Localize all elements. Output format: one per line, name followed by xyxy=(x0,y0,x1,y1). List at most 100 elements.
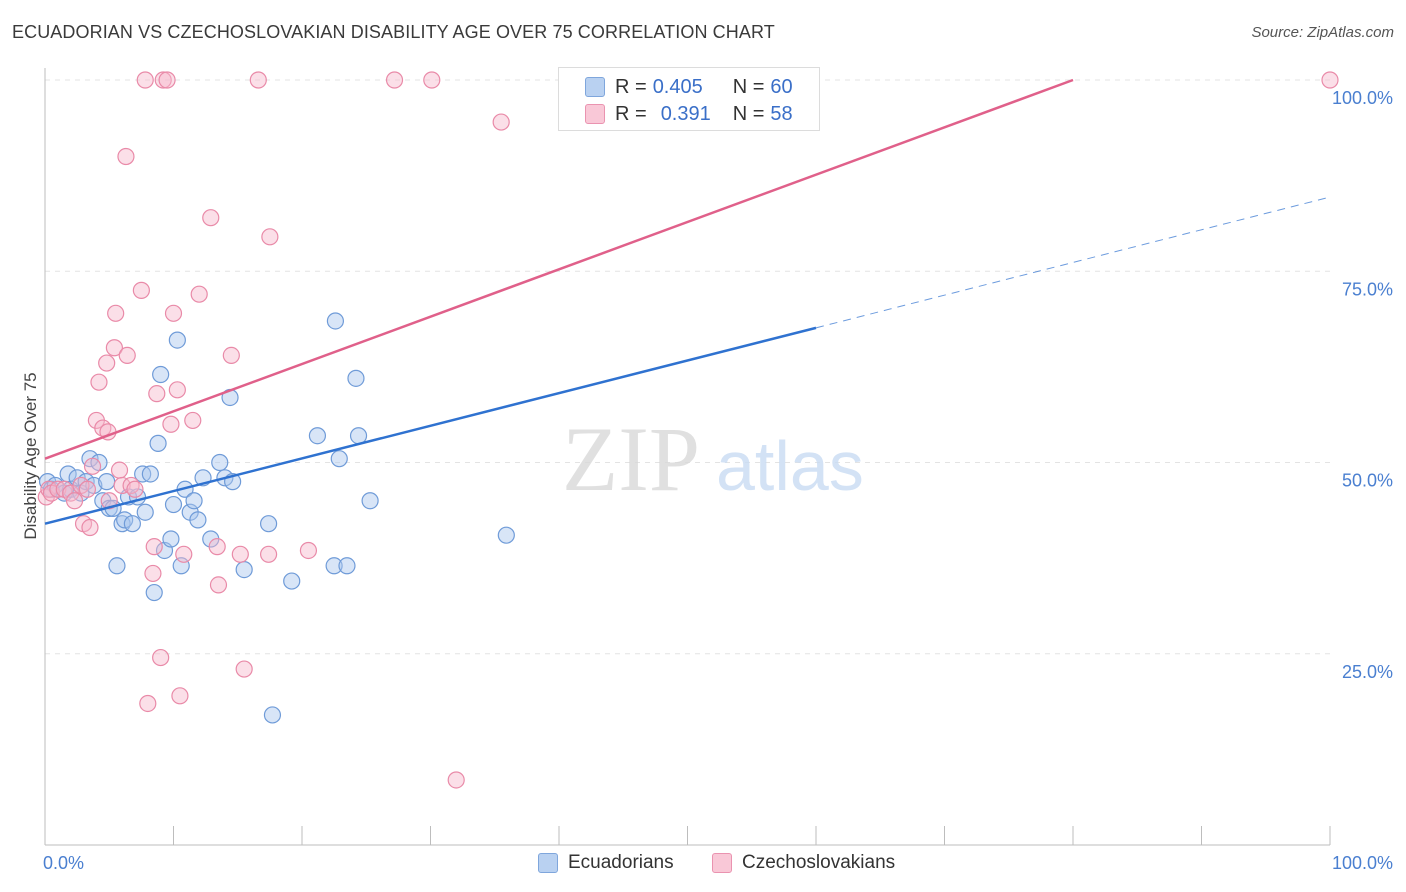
czechoslovakian-point xyxy=(118,346,136,364)
czechoslovakian-point xyxy=(385,71,404,89)
czechoslovakian-point xyxy=(235,660,253,678)
ecuadorian-point xyxy=(123,515,141,533)
czechoslovakian-point xyxy=(100,492,118,510)
czechoslovakian-point xyxy=(202,209,220,227)
ecuadorian-point xyxy=(136,503,154,521)
czechoslovakian-point xyxy=(231,545,249,563)
legend-n-value: 58 xyxy=(770,102,793,125)
czechoslovakian-point xyxy=(139,694,157,713)
gridlines xyxy=(45,79,1330,655)
x-tick-label: 0.0% xyxy=(43,853,84,873)
watermark-zip: ZIP xyxy=(562,408,700,510)
czechoslovakian-point xyxy=(98,354,116,372)
czechoslovakians-points xyxy=(37,71,1339,789)
x-tick-label: 100.0% xyxy=(1332,853,1393,873)
ecuadorian-point xyxy=(185,492,203,510)
czechoslovakian-point xyxy=(259,545,278,563)
legend-n-label: N = xyxy=(732,102,765,125)
source-label: Source: ZipAtlas.com xyxy=(1251,24,1394,41)
czechoslovakian-point xyxy=(105,339,123,357)
y-tick-label: 25.0% xyxy=(1342,662,1393,682)
ecuadorian-point xyxy=(259,515,278,533)
legend-swatch-pink xyxy=(712,853,732,873)
czechoslovakian-point xyxy=(190,285,208,303)
ecuadorian-point xyxy=(149,434,167,452)
czechoslovakian-point xyxy=(171,687,189,705)
ecuadorian-point xyxy=(326,312,345,330)
ecuadorian-point xyxy=(325,557,343,575)
czechoslovakian-point xyxy=(447,771,465,789)
legend-n-label: N = xyxy=(732,75,765,98)
czechoslovakian-point xyxy=(81,518,99,537)
czechoslovakian-point xyxy=(154,71,172,89)
czechoslovakian-point xyxy=(78,480,97,498)
ecuadorian-point xyxy=(263,706,282,724)
czechoslovakians-trend-line xyxy=(44,78,1074,460)
ecuadorian-point xyxy=(141,465,159,483)
czechoslovakian-point xyxy=(136,71,154,89)
legend-item-czechoslovakians: Czechoslovakians xyxy=(712,852,895,874)
y-tick-label: 50.0% xyxy=(1342,471,1393,491)
tick-labels: 25.0% 50.0% 75.0% 100.0% 0.0% 100.0% xyxy=(43,88,1393,873)
czechoslovakian-point xyxy=(49,480,67,498)
czechoslovakian-point xyxy=(152,648,170,667)
ecuadorian-point xyxy=(145,583,163,602)
czechoslovakian-point xyxy=(184,411,202,430)
czechoslovakian-point xyxy=(145,538,163,556)
correlation-legend: R = 0.405 N = 60 R = 0.391 N = 58 xyxy=(558,67,820,131)
legend-swatch-blue xyxy=(538,853,558,873)
czechoslovakian-point xyxy=(90,373,108,391)
czechoslovakian-point xyxy=(148,385,166,403)
czechoslovakian-point xyxy=(158,71,176,89)
trend-lines xyxy=(44,78,1331,525)
ecuadorian-point xyxy=(347,369,365,387)
czechoslovakian-point xyxy=(107,304,125,322)
watermark: ZIP atlas xyxy=(562,408,864,510)
czechoslovakian-point xyxy=(175,545,193,563)
ecuadorian-point xyxy=(162,530,180,548)
czechoslovakian-point xyxy=(162,415,180,433)
y-tick-label: 75.0% xyxy=(1342,279,1393,299)
czechoslovakian-point xyxy=(126,480,144,498)
czechoslovakian-point xyxy=(113,476,131,495)
czechoslovakian-point xyxy=(423,71,441,89)
czechoslovakian-point xyxy=(208,538,226,556)
legend-n-value: 60 xyxy=(770,75,793,98)
ecuadorian-point xyxy=(235,560,253,579)
series-legend: Ecuadorians Czechoslovakians xyxy=(0,852,1406,878)
legend-r-value: 0.391 xyxy=(660,102,711,125)
czechoslovakian-point xyxy=(83,457,102,475)
legend-r-label: R = xyxy=(615,102,647,125)
ecuadorian-point xyxy=(338,557,356,575)
czechoslovakian-point xyxy=(65,492,84,510)
ecuadorian-point xyxy=(211,453,229,472)
czechoslovakian-point xyxy=(299,541,318,560)
ecuadorian-point xyxy=(361,492,379,510)
y-tick-label: 100.0% xyxy=(1332,88,1393,108)
ecuadorian-point xyxy=(108,557,126,575)
czechoslovakian-point xyxy=(222,346,240,364)
ecuadorian-point xyxy=(164,495,183,514)
czechoslovakian-point xyxy=(1321,71,1339,89)
czechoslovakian-point xyxy=(164,304,183,322)
legend-row-czechoslovakians: R = 0.391 N = 58 xyxy=(585,101,793,127)
ecuadorian-point xyxy=(283,572,301,590)
czechoslovakian-point xyxy=(168,381,186,399)
ecuadorians-trend-extension xyxy=(815,196,1331,329)
legend-r-label: R = xyxy=(615,75,647,98)
ecuadorian-point xyxy=(116,511,134,529)
chart-title: ECUADORIAN VS CZECHOSLOVAKIAN DISABILITY… xyxy=(12,22,775,42)
czechoslovakian-point xyxy=(249,71,267,89)
legend-row-ecuadorians: R = 0.405 N = 60 xyxy=(585,74,793,100)
ecuadorian-point xyxy=(168,331,186,349)
watermark-atlas: atlas xyxy=(716,427,864,505)
czechoslovakian-point xyxy=(492,113,510,131)
ecuadorian-point xyxy=(497,526,515,544)
legend-swatch-blue xyxy=(585,77,605,97)
ecuadorian-point xyxy=(330,450,348,468)
legend-r-value: 0.405 xyxy=(652,75,703,98)
y-axis-label: Disability Age Over 75 xyxy=(21,372,40,539)
legend-swatch-pink xyxy=(585,104,605,124)
legend-label-ecuadorians: Ecuadorians xyxy=(568,852,674,873)
legend-item-ecuadorians: Ecuadorians xyxy=(538,852,674,874)
